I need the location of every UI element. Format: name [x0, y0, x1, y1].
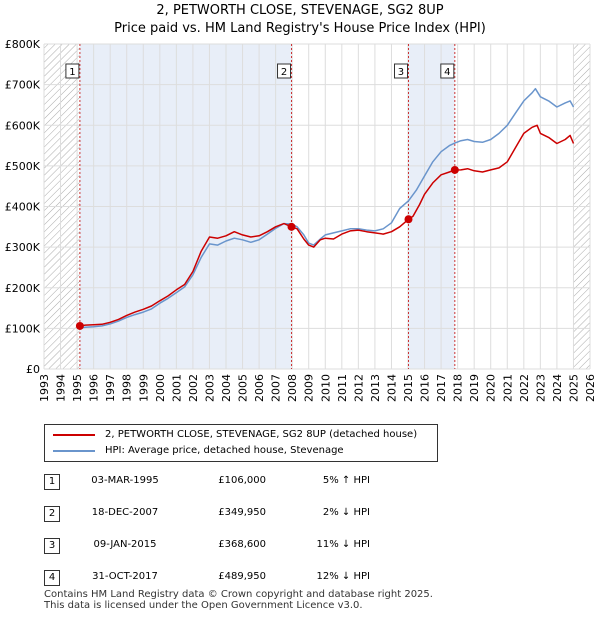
- chart-title: 2, PETWORTH CLOSE, STEVENAGE, SG2 8UP Pr…: [0, 2, 600, 38]
- x-tick-label: 2022: [518, 374, 531, 402]
- sale-point: [287, 222, 296, 231]
- transaction-date: 31-OCT-2017: [92, 571, 158, 582]
- y-tick-label: £600K: [5, 119, 41, 132]
- x-tick-label: 1998: [121, 374, 134, 402]
- table-row: 3 09-JAN-2015 £368,600 11% ↓ HPI: [0, 536, 600, 556]
- sale-number-label: 3: [398, 67, 404, 78]
- x-tick-label: 2001: [170, 374, 183, 402]
- x-tick-label: 1997: [104, 374, 117, 402]
- table-row: 4 31-OCT-2017 £489,950 12% ↓ HPI: [0, 568, 600, 588]
- transaction-number-badge: 4: [44, 570, 60, 586]
- x-tick-label: 2025: [567, 374, 580, 402]
- sale-point: [404, 215, 413, 224]
- hpi-line: [79, 87, 575, 329]
- transaction-hpi-diff: 12% ↓ HPI: [316, 571, 370, 582]
- transaction-number-badge: 1: [44, 474, 60, 490]
- footer-attribution: Contains HM Land Registry data © Crown c…: [44, 589, 433, 611]
- y-tick-label: £500K: [5, 160, 41, 173]
- y-tick-label: £800K: [5, 38, 41, 51]
- transaction-date: 18-DEC-2007: [91, 507, 159, 518]
- sale-number-label: 4: [444, 67, 450, 78]
- y-tick-label: £100K: [5, 322, 41, 335]
- x-tick-label: 2010: [319, 374, 332, 402]
- price-chart: £0 £100K £200K £300K £400K £500K £600K £700K £80…: [5, 38, 597, 402]
- sale-number-box: [65, 63, 80, 79]
- sale-point: [75, 321, 84, 330]
- x-tick-label: 1996: [88, 374, 101, 402]
- footer-line1: Contains HM Land Registry data © Crown c…: [44, 589, 433, 600]
- x-tick-label: 2023: [534, 374, 547, 402]
- x-tick-label: 2016: [419, 374, 432, 402]
- transaction-price: £489,950: [218, 571, 266, 582]
- transaction-price: £349,950: [218, 507, 266, 518]
- transaction-number-badge: 3: [44, 538, 60, 554]
- transaction-hpi-diff: 2% ↓ HPI: [322, 507, 370, 518]
- footer-line2: This data is licensed under the Open Gov…: [44, 600, 363, 611]
- x-tick-label: 2017: [435, 374, 448, 402]
- x-tick-label: 1999: [137, 374, 150, 402]
- sale-number-box: [440, 63, 455, 79]
- x-tick-label: 2014: [385, 374, 398, 402]
- y-tick-label: £200K: [5, 282, 41, 295]
- legend-swatch-hpi: [53, 450, 95, 452]
- x-tick-label: 2005: [237, 374, 250, 402]
- transaction-date: 09-JAN-2015: [93, 539, 157, 550]
- y-tick-label: £700K: [5, 79, 41, 92]
- table-row: 2 18-DEC-2007 £349,950 2% ↓ HPI: [0, 504, 600, 524]
- table-row: 1 03-MAR-1995 £106,000 5% ↑ HPI: [0, 472, 600, 492]
- y-tick-label: £400K: [5, 201, 41, 214]
- legend-label-hpi: HPI: Average price, detached house, Stev…: [105, 445, 344, 456]
- x-tick-label: 2006: [253, 374, 266, 402]
- chart-title-line1: 2, PETWORTH CLOSE, STEVENAGE, SG2 8UP: [156, 3, 444, 18]
- sale-number-label: 2: [281, 67, 287, 78]
- x-tick-label: 2003: [203, 374, 216, 402]
- legend-swatch-property: [53, 434, 95, 436]
- transaction-hpi-diff: 5% ↑ HPI: [322, 475, 370, 486]
- sale-point: [450, 165, 459, 174]
- sale-number-box: [393, 63, 408, 79]
- x-tick-label: 2007: [270, 374, 283, 402]
- x-tick-label: 2018: [452, 374, 465, 402]
- x-tick-label: 2008: [286, 374, 299, 402]
- property-price-line: [79, 124, 575, 327]
- y-tick-label: £0: [26, 363, 40, 376]
- x-tick-label: 2015: [402, 374, 415, 402]
- x-tick-label: 2026: [584, 374, 597, 402]
- transaction-date: 03-MAR-1995: [91, 475, 159, 486]
- x-tick-label: 2009: [303, 374, 316, 402]
- chart-title-line2: Price paid vs. HM Land Registry's House …: [114, 21, 486, 36]
- x-tick-label: 1995: [71, 374, 84, 402]
- legend-label-property: 2, PETWORTH CLOSE, STEVENAGE, SG2 8UP (d…: [105, 429, 418, 440]
- x-tick-label: 2024: [551, 374, 564, 402]
- transaction-price: £106,000: [218, 475, 266, 486]
- x-tick-label: 2000: [154, 374, 167, 402]
- x-tick-label: 1994: [55, 374, 68, 402]
- x-tick-label: 2020: [485, 374, 498, 402]
- y-tick-label: £300K: [5, 241, 41, 254]
- sale-number-box: [277, 63, 292, 79]
- x-tick-label: 2013: [369, 374, 382, 402]
- x-tick-label: 2002: [187, 374, 200, 402]
- x-tick-label: 1993: [38, 374, 51, 402]
- x-tick-label: 2019: [468, 374, 481, 402]
- x-tick-label: 2004: [220, 374, 233, 402]
- x-tick-label: 2021: [501, 374, 514, 402]
- transaction-number-badge: 2: [44, 506, 60, 522]
- transaction-price: £368,600: [218, 539, 266, 550]
- transaction-hpi-diff: 11% ↓ HPI: [316, 539, 370, 550]
- legend: 2, PETWORTH CLOSE, STEVENAGE, SG2 8UP (d…: [44, 424, 438, 462]
- x-tick-label: 2011: [336, 374, 349, 402]
- x-tick-label: 2012: [352, 374, 365, 402]
- sale-number-label: 1: [69, 67, 75, 78]
